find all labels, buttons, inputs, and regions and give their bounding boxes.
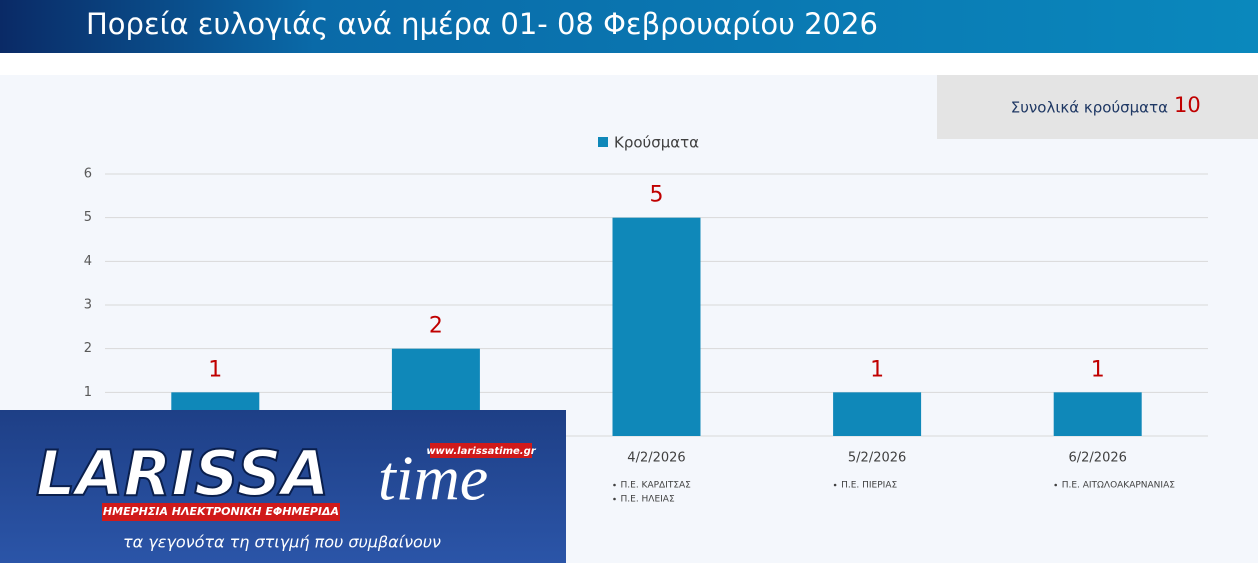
y-tick-label: 1: [84, 385, 92, 400]
legend-label: Κρούσματα: [614, 134, 699, 152]
y-tick-label: 3: [84, 298, 92, 313]
note-bullet: [833, 483, 837, 487]
logo-bg: [0, 410, 566, 563]
logo-slogan: τα γεγονότα τη στιγμή που συμβαίνουν: [123, 533, 441, 552]
x-tick-label: 5/2/2026: [848, 451, 906, 466]
x-tick-label: 4/2/2026: [627, 451, 685, 466]
value-label: 2: [429, 314, 443, 339]
logo-url-bg: [430, 443, 532, 458]
category-note: Π.Ε. ΗΛΕΙΑΣ: [621, 495, 675, 505]
note-bullet: [1054, 483, 1057, 487]
header-band: [0, 0, 1258, 53]
logo-tagline-bg: [102, 503, 340, 521]
logo-name: LARISSA: [36, 437, 329, 510]
bar: [612, 217, 701, 436]
y-tick-label: 6: [84, 167, 92, 182]
value-label: 1: [870, 357, 884, 382]
legend-swatch: [598, 137, 608, 147]
value-label: 5: [650, 183, 664, 208]
total-box: [937, 75, 1258, 139]
logo-tagline: ΗΜΕΡΗΣΙΑ ΗΛΕΚΤΡΟΝΙΚΗ ΕΦΗΜΕΡΙΔΑ: [103, 505, 339, 518]
note-bullet: [613, 483, 616, 487]
logo-url: www.larissatime.gr: [426, 446, 536, 457]
y-tick-label: 4: [84, 254, 92, 269]
y-tick-label: 5: [84, 210, 92, 225]
category-note: Π.Ε. ΚΑΡΔΙΤΣΑΣ: [621, 481, 692, 491]
value-label: 1: [1091, 357, 1105, 382]
y-tick-label: 2: [84, 341, 92, 356]
value-label: 1: [208, 357, 222, 382]
chart-title: Πορεία ευλογιάς ανά ημέρα 01- 08 Φεβρουα…: [86, 7, 878, 41]
x-tick-label: 6/2/2026: [1069, 451, 1127, 466]
note-bullet: [613, 497, 616, 501]
logo: LARISSA time www.larissatime.gr ΗΜΕΡΗΣΙΑ…: [0, 410, 566, 563]
total-value: 10: [1174, 93, 1201, 117]
bar: [833, 392, 922, 436]
category-note: Π.Ε. ΠΙΕΡΙΑΣ: [841, 481, 897, 491]
bar: [1053, 392, 1142, 436]
total-label: Συνολικά κρούσματα: [1011, 99, 1168, 117]
category-note: Π.Ε. ΑΙΤΩΛΟΑΚΑΡΝΑΝΙΑΣ: [1062, 481, 1176, 491]
